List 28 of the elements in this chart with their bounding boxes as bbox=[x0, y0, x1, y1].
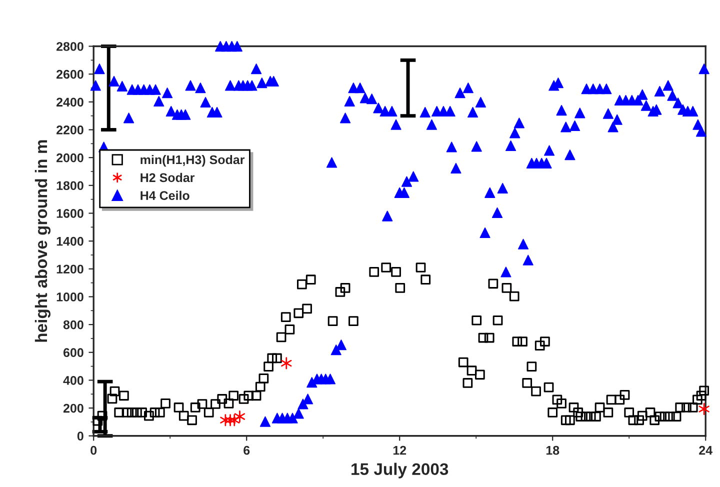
y-tick-label: 2600 bbox=[56, 70, 84, 79]
y-tick-label: 1000 bbox=[56, 292, 84, 302]
legend-label: min(H1,H3) Sodar bbox=[140, 155, 245, 167]
y-tick-label: 1600 bbox=[56, 209, 84, 218]
x-tick-label: 6 bbox=[244, 446, 250, 455]
y-tick-label: 0 bbox=[77, 432, 84, 441]
point bbox=[281, 357, 292, 370]
y-tick-label: 800 bbox=[63, 320, 84, 330]
x-tick-label: 12 bbox=[393, 446, 406, 455]
y-tick-label: 1200 bbox=[56, 264, 84, 274]
point bbox=[698, 402, 710, 416]
y-tick-label: 600 bbox=[63, 348, 84, 358]
y-tick-label: 2800 bbox=[56, 42, 84, 51]
y-tick-label: 1400 bbox=[56, 236, 84, 246]
x-tick-label: 24 bbox=[699, 446, 712, 455]
y-tick-label: 2000 bbox=[56, 153, 84, 162]
y-tick-label: 400 bbox=[63, 376, 84, 385]
y-tick-label: 2400 bbox=[56, 98, 84, 107]
point bbox=[234, 410, 246, 423]
x-tick-label: 0 bbox=[90, 446, 97, 455]
y-tick-label: 200 bbox=[63, 404, 84, 413]
x-tick-label: 18 bbox=[546, 446, 560, 455]
legend-label: H2 Sodar bbox=[140, 172, 195, 182]
x-axis-title: 15 July 2003 bbox=[352, 462, 448, 478]
legend-label: H4 Ceilo bbox=[140, 190, 190, 200]
y-tick-label: 2200 bbox=[56, 126, 84, 134]
y-axis-title: height above ground in m bbox=[34, 140, 51, 342]
y-tick-label: 1800 bbox=[56, 181, 84, 190]
